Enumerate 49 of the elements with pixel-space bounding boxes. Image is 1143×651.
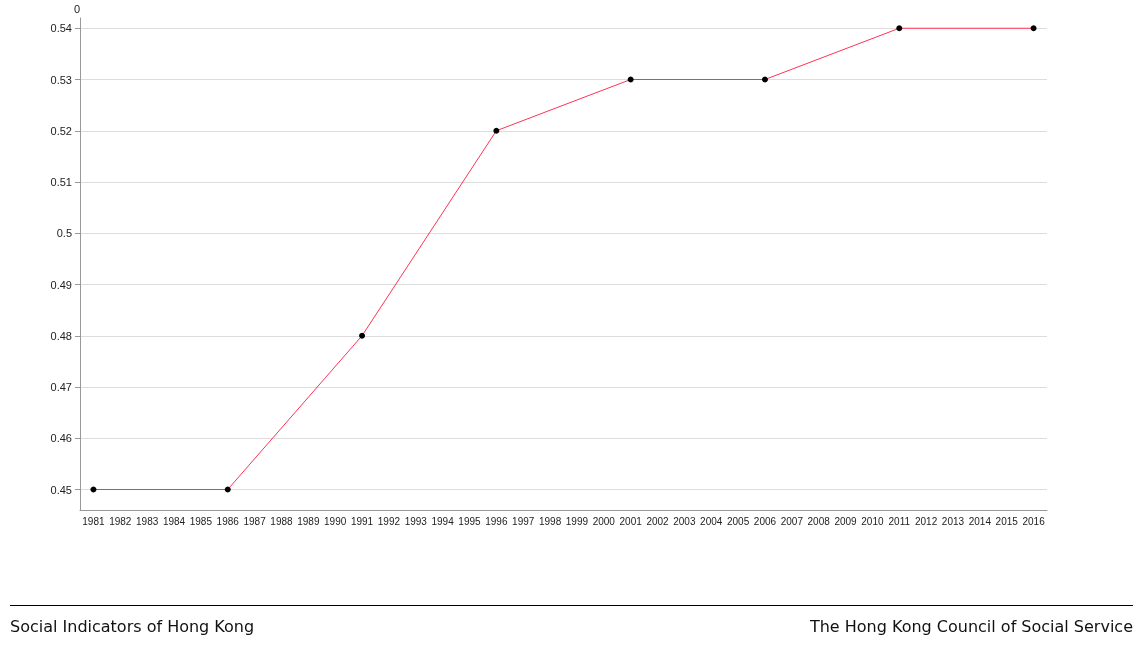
x-tick-label: 1988 [270,515,294,527]
x-tick-label: 2014 [968,515,992,527]
x-tick-label: 2015 [995,515,1019,527]
x-tick-label: 1990 [324,515,347,527]
y-tick-label: 0.48 [50,329,72,342]
y-tick-label: 0.45 [50,483,72,496]
x-tick-label: 1989 [297,515,320,527]
y-tick-label: 0.46 [50,432,72,445]
x-tick-label: 1981 [82,515,105,527]
x-tick-label: 2005 [726,515,750,527]
x-tick-label: 2003 [673,515,696,527]
x-tick-label: 1993 [404,515,428,527]
x-tick-label: 1997 [512,515,535,527]
x-tick-label: 1987 [243,515,267,527]
x-tick-label: 1998 [538,515,562,527]
y-tick-label: 0.54 [50,22,72,35]
x-tick-label: 1983 [136,515,159,527]
text: Social Indicators of Hong Kong [10,617,255,636]
x-tick-label: 2009 [834,515,858,527]
x-tick-label: 2001 [619,515,643,527]
x-tick-label: 2011 [888,515,911,527]
y-tick-label: 0.47 [50,381,72,393]
x-tick-label: 1995 [458,515,482,527]
y-tick-label: 0.52 [50,124,72,137]
x-tick-label: 2013 [941,515,965,527]
x-tick-label: 2008 [807,515,831,527]
x-tick-label: 2016 [1022,515,1046,527]
x-tick-label: 1994 [431,515,455,527]
x-tick-label: 1985 [189,515,213,527]
x-tick-label: 1984 [162,515,186,527]
x-tick-label: 2006 [753,515,777,527]
y-tick-label: 0.51 [50,176,72,188]
y-tick-label: 0.5 [56,227,72,240]
x-tick-label: 2012 [915,515,938,527]
x-tick-label: 1992 [377,515,401,527]
y-tick-label: 0.53 [50,73,72,86]
x-tick-label: 2000 [592,515,616,527]
x-tick-label: 1991 [350,515,374,527]
y-tick-label: 0.49 [50,278,72,291]
x-tick-label: 2004 [700,515,723,527]
x-tick-label: 1996 [485,515,508,527]
x-tick-label: 1982 [109,515,132,527]
x-tick-label: 1999 [565,515,589,527]
x-tick-label: 1986 [216,515,240,527]
x-tick-label: 2010 [861,515,884,527]
y-axis-title: 0 [73,2,80,15]
text: The Hong Kong Council of Social Service [809,617,1133,636]
x-tick-label: 2002 [646,515,670,527]
x-tick-label: 2007 [780,515,804,527]
